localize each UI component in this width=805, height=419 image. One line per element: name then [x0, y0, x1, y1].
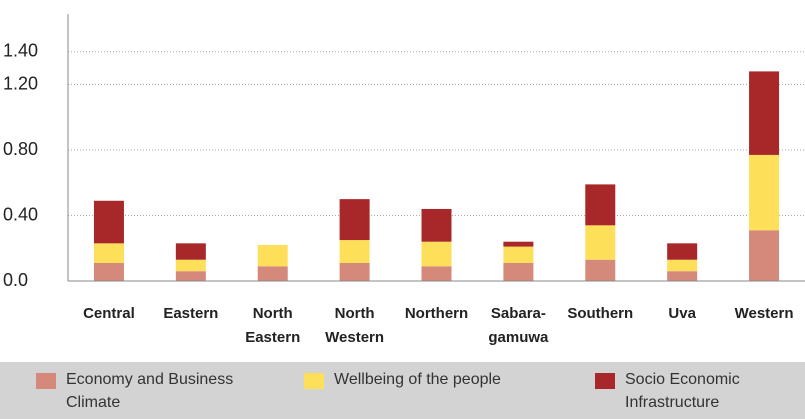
bar-segment — [585, 225, 616, 260]
bar-segment — [339, 262, 370, 281]
x-tick-label: Uva — [668, 305, 696, 322]
chart: 0.0 0.40 0.80 1.20 1.40 Central Eastern North Ea… — [3, 14, 805, 346]
bar-segment — [749, 71, 780, 155]
bar-segment — [93, 200, 124, 244]
legend-label: Wellbeing of the people — [334, 371, 501, 388]
bar-segment — [421, 208, 452, 242]
bar-segment — [667, 243, 698, 260]
legend-item: Wellbeing of the people — [304, 362, 589, 419]
bar-segment — [749, 230, 780, 281]
bar-segment — [175, 271, 206, 281]
bar-segment — [421, 241, 452, 267]
legend-swatch — [36, 373, 56, 389]
legend-item: Socio Economic Infrastructure — [595, 362, 795, 419]
bar-segment — [175, 259, 206, 272]
bar-segment — [667, 259, 698, 272]
y-tick-label: 0.0 — [3, 270, 28, 290]
legend: Economy and Business Climate Wellbeing of… — [0, 362, 805, 419]
legend-label: Socio Economic Infrastructure — [625, 371, 740, 411]
bar-segment — [93, 243, 124, 263]
x-tick-label: Central — [83, 305, 135, 322]
bar-segment — [585, 184, 616, 226]
bar-segment — [667, 271, 698, 281]
legend-label: Economy and Business Climate — [66, 371, 234, 411]
bar-segment — [421, 266, 452, 281]
x-tick-label: Eastern — [163, 305, 218, 322]
bar-segment — [749, 154, 780, 231]
x-tick-label: North Eastern — [245, 305, 300, 346]
x-tick-label: Southern — [567, 305, 633, 322]
bar-segment — [257, 266, 288, 281]
y-tick-label: 0.80 — [3, 139, 38, 159]
x-tick-label: Western — [735, 305, 794, 322]
x-tick-label: Sabara-gamuwa — [488, 305, 549, 346]
legend-swatch — [595, 373, 615, 389]
y-tick-label: 1.40 — [3, 41, 38, 61]
bar-segment — [503, 246, 534, 263]
bar-segment — [503, 262, 534, 281]
bar-segment — [257, 244, 288, 267]
y-tick-label: 0.40 — [3, 204, 38, 224]
x-tick-label: Northern — [405, 305, 468, 322]
x-tick-label: North Western — [325, 305, 384, 346]
bar-segment — [339, 240, 370, 263]
y-tick-label: 1.20 — [3, 73, 38, 93]
bar-segment — [93, 262, 124, 281]
bar-segment — [585, 259, 616, 281]
legend-swatch — [304, 373, 324, 389]
bar-segment — [503, 241, 534, 247]
bar-segment — [175, 243, 206, 260]
bar-segment — [339, 199, 370, 241]
legend-item: Economy and Business Climate — [36, 362, 296, 419]
